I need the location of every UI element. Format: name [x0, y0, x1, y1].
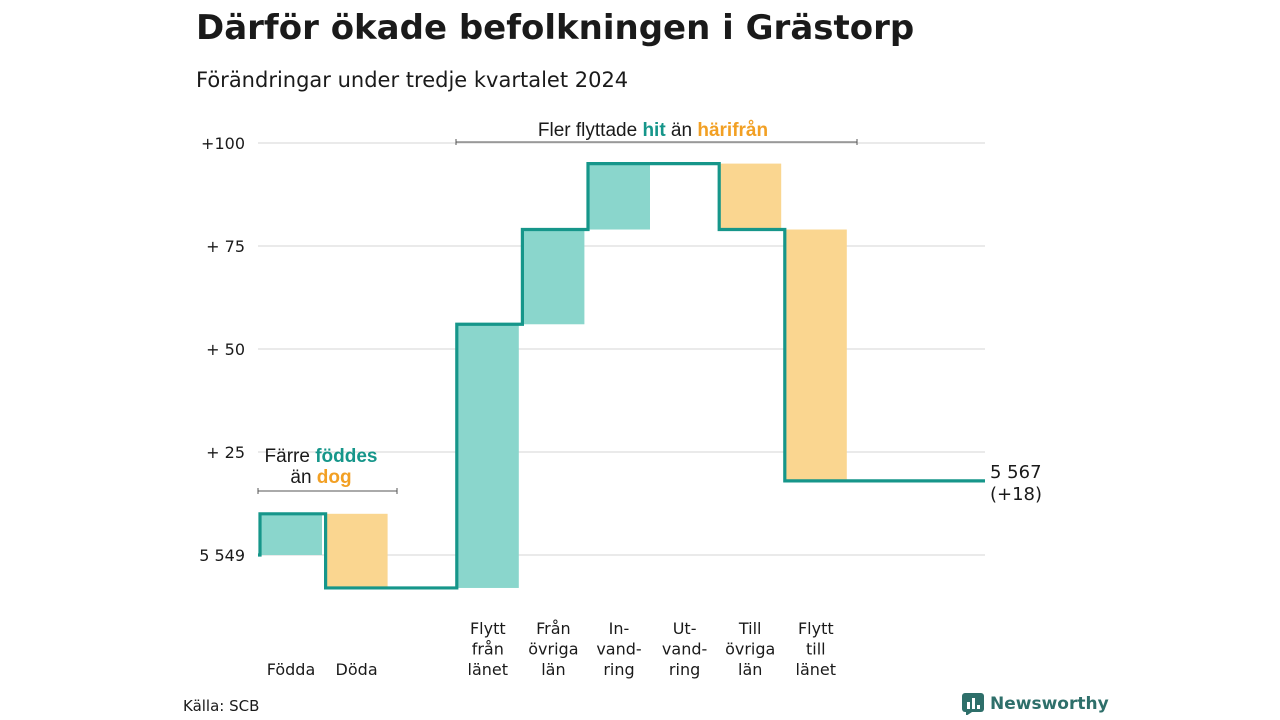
- annotation-part: Färre: [265, 446, 316, 467]
- x-category-label: Ut-: [673, 619, 697, 638]
- x-category-label: från: [472, 640, 504, 659]
- y-tick-label: 5 549: [199, 546, 245, 565]
- annotation-part: härifrån: [697, 120, 768, 141]
- source-note: Källa: SCB: [183, 697, 260, 715]
- chart-subtitle: Förändringar under tredje kvartalet 2024: [196, 68, 629, 92]
- decrease-bar: [784, 229, 847, 481]
- x-category-label: ring: [603, 660, 634, 679]
- brand-name: Newsworthy: [990, 694, 1109, 714]
- x-category-label: ring: [669, 660, 700, 679]
- chart-title: Därför ökade befolkningen i Grästorp: [196, 8, 915, 48]
- increase-bar: [588, 163, 650, 230]
- x-category-label: vand-: [596, 640, 641, 659]
- x-category-label: övriga: [725, 640, 775, 659]
- annotation-part: dog: [317, 467, 352, 488]
- x-category-label: Döda: [336, 660, 378, 679]
- x-category-label: Födda: [267, 660, 316, 679]
- x-category-label: län: [738, 660, 762, 679]
- annotation-part: än: [666, 120, 698, 141]
- x-category-label: länet: [796, 660, 837, 679]
- x-category-label: övriga: [528, 640, 578, 659]
- x-category-label: vand-: [662, 640, 707, 659]
- x-category-label: Från: [536, 619, 571, 638]
- x-category-label: till: [806, 640, 826, 659]
- increase-bar: [522, 229, 585, 325]
- x-category-label: Till: [738, 619, 762, 638]
- y-tick-label: + 25: [206, 443, 245, 462]
- end-value-label: 5 567: [990, 462, 1042, 483]
- annotation-part: Fler flyttade: [538, 120, 643, 141]
- annotation-part: föddes: [315, 446, 377, 467]
- y-tick-label: + 50: [206, 340, 245, 359]
- annotation-migration-text: Fler flyttade hit än härifrån: [538, 120, 768, 141]
- decrease-bar: [325, 513, 388, 588]
- x-category-label: Flytt: [798, 619, 834, 638]
- y-tick-label: +100: [201, 134, 245, 153]
- increase-bar: [260, 513, 322, 555]
- x-category-label: län: [541, 660, 565, 679]
- brand[interactable]: Newsworthy: [962, 693, 1109, 715]
- annotation-part: hit: [642, 120, 666, 141]
- end-change-label: (+18): [990, 484, 1042, 505]
- annotation-births-text: Färre föddes: [265, 446, 378, 467]
- x-category-label: Flytt: [470, 619, 506, 638]
- y-tick-label: + 75: [206, 237, 245, 256]
- x-category-label: In-: [609, 619, 630, 638]
- annotation-part: än: [290, 467, 316, 488]
- annotation-births-text: än dog: [290, 467, 351, 488]
- x-category-label: länet: [468, 660, 509, 679]
- increase-bar: [456, 324, 519, 588]
- cumulative-step-line: [258, 162, 985, 590]
- decrease-bar: [719, 163, 782, 230]
- newsworthy-logo-icon: [962, 693, 984, 715]
